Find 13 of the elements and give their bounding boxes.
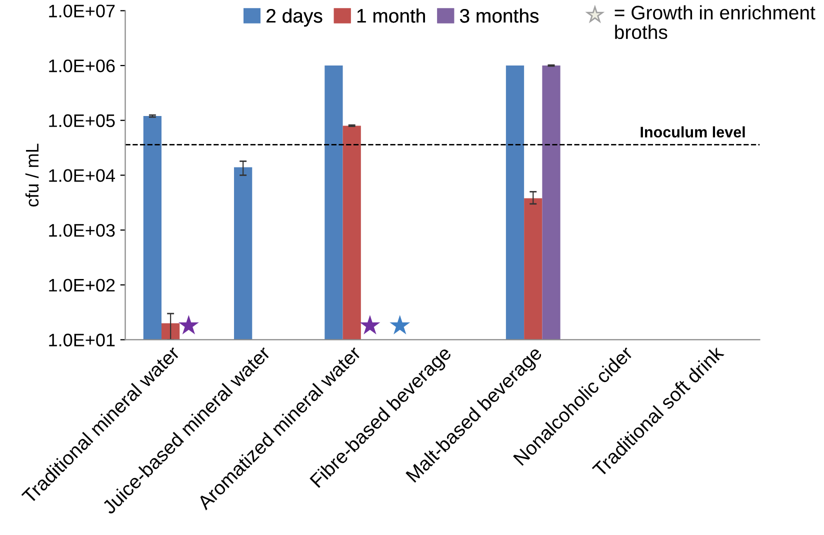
legend-label: 3 months — [460, 8, 539, 23]
y-tick-label: 1.0E+07 — [49, 4, 115, 18]
legend-label: 2 days — [266, 8, 322, 27]
y-tick-label: 1.0E+02 — [49, 278, 115, 292]
y-tick-label: 1.0E+06 — [49, 59, 115, 72]
y-tick-label: 1.0E+05 — [49, 114, 115, 128]
ref-line-label: Inoculum level — [640, 126, 745, 138]
y-tick-label: 1.0E+01 — [49, 334, 115, 346]
y-tick-label: 1.0E+04 — [49, 169, 115, 182]
legend-label: 1 month — [357, 8, 425, 23]
y-axis-title: cfu / mL — [25, 144, 39, 207]
annotation: = Growth in enrichment broths — [614, 5, 816, 40]
y-tick-label: 1.0E+03 — [49, 224, 115, 237]
